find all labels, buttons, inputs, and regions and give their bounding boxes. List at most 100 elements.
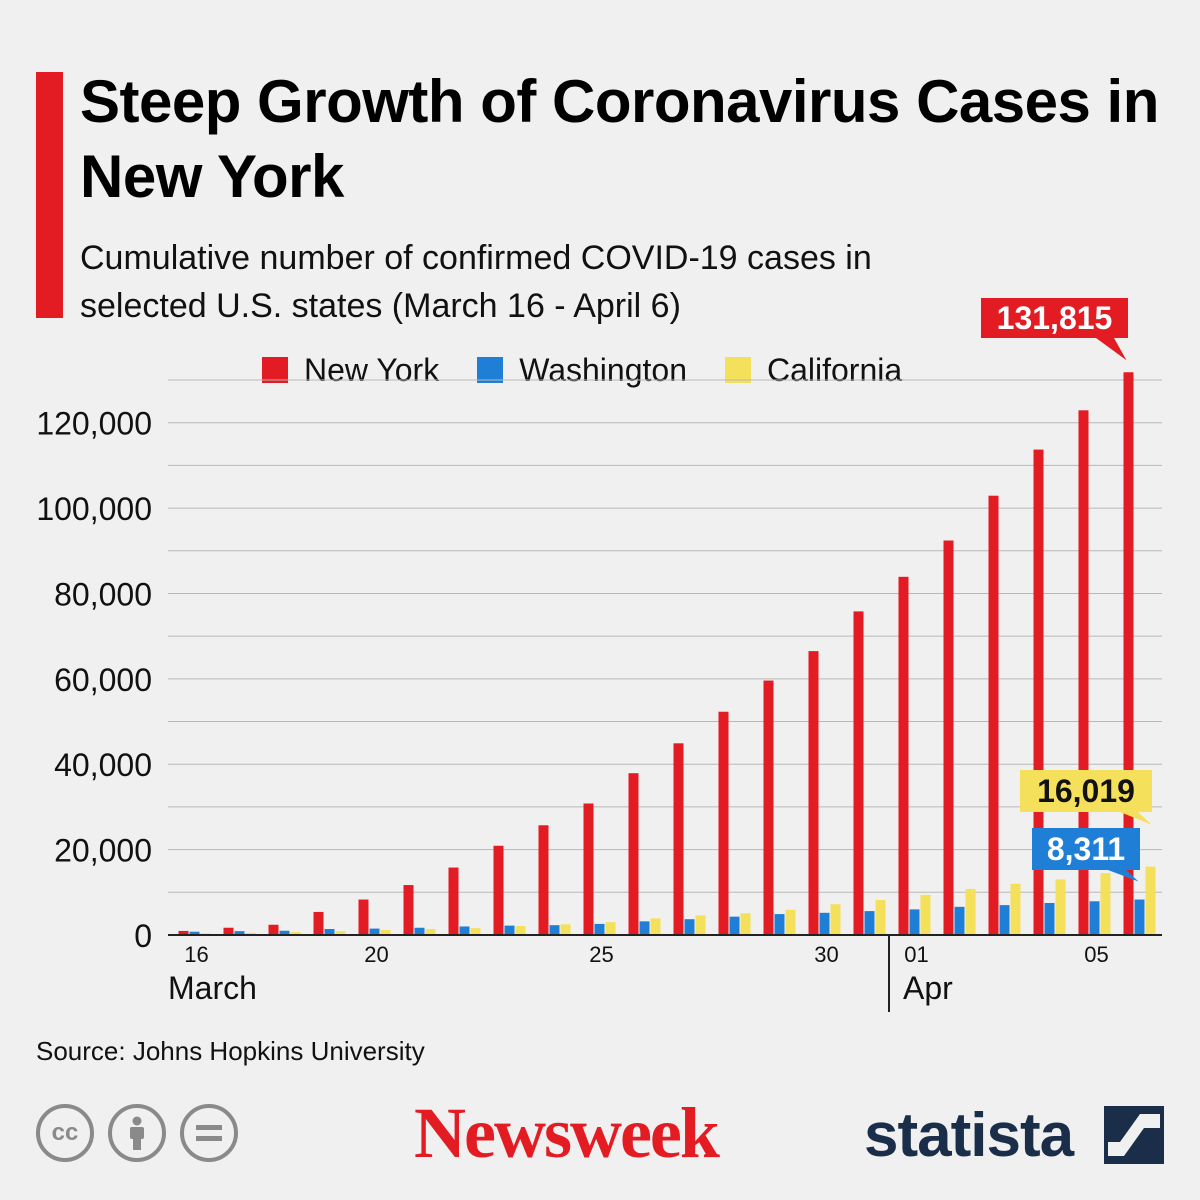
bar-washington <box>1089 901 1100 935</box>
x-tick-label: 01 <box>904 942 928 967</box>
bar-washington <box>954 906 965 935</box>
bar-california <box>380 929 391 935</box>
bar-california <box>245 932 256 935</box>
page-title: Steep Growth of Coronavirus Cases in New… <box>80 68 1159 210</box>
bar-california <box>335 931 346 935</box>
bar-new-york <box>268 924 279 935</box>
x-tick-label: 30 <box>814 942 838 967</box>
attribution-icon <box>108 1104 166 1162</box>
bar-new-york <box>403 885 414 935</box>
callout-washington <box>1032 828 1140 882</box>
bar-washington <box>369 928 380 935</box>
callout-new-york <box>981 298 1128 361</box>
bar-california <box>1055 879 1066 935</box>
bar-california <box>1145 866 1156 935</box>
bar-california <box>290 932 301 935</box>
bar-washington <box>594 923 605 935</box>
bar-california <box>830 904 841 935</box>
bar-california <box>965 888 976 935</box>
no-derivatives-icon <box>180 1104 238 1162</box>
legend-swatch-new-york <box>262 357 288 383</box>
bar-new-york <box>493 845 504 935</box>
bar-washington <box>729 916 740 935</box>
callout-label-new-york: 131,815 <box>997 300 1113 336</box>
bar-washington <box>189 931 200 935</box>
bar-washington <box>549 925 560 935</box>
bar-new-york <box>313 911 324 935</box>
bar-new-york <box>988 495 999 935</box>
y-tick-label: 100,000 <box>36 491 152 527</box>
legend-item-california: California <box>724 351 903 389</box>
newsweek-logo: Newsweek <box>414 1093 720 1173</box>
y-tick-label: 40,000 <box>54 747 152 783</box>
bar-washington <box>819 912 830 935</box>
bar-washington <box>1134 899 1145 935</box>
bar-washington <box>324 929 335 935</box>
chart-legend: New York Washington California <box>262 350 902 390</box>
bar-california <box>470 928 481 935</box>
legend-label-california: California <box>766 351 903 388</box>
bar-new-york <box>808 651 819 935</box>
callout-label-washington: 8,311 <box>1047 831 1125 867</box>
bar-new-york <box>628 773 639 935</box>
bar-new-york <box>538 825 549 935</box>
bar-washington <box>864 911 875 935</box>
legend-swatch-washington <box>477 357 504 383</box>
bar-new-york <box>898 576 909 935</box>
license-icons: cc <box>36 1104 238 1162</box>
bar-new-york <box>583 803 594 935</box>
statista-logo-icon <box>1104 1106 1164 1164</box>
bar-washington <box>234 931 245 935</box>
bar-washington <box>774 914 785 935</box>
bar-washington <box>414 927 425 935</box>
month-label: March <box>168 970 257 1006</box>
y-tick-label: 20,000 <box>54 833 152 869</box>
source-note: Source: Johns Hopkins University <box>36 1036 425 1066</box>
callout-label-california: 16,019 <box>1037 773 1135 809</box>
bar-washington <box>999 905 1010 935</box>
y-tick-label: 0 <box>134 918 152 954</box>
bar-washington <box>279 930 290 935</box>
bar-new-york <box>853 611 864 935</box>
bar-california <box>1100 873 1111 935</box>
bar-washington <box>459 926 470 935</box>
bar-washington <box>909 909 920 935</box>
bar-california <box>875 899 886 935</box>
bar-new-york <box>1078 410 1089 935</box>
bar-new-york <box>358 899 369 935</box>
bar-california <box>560 924 571 935</box>
bar-new-york <box>448 867 459 935</box>
bar-california <box>425 929 436 935</box>
bar-washington <box>639 921 650 935</box>
title-accent-bar <box>36 72 63 318</box>
bar-california <box>785 909 796 935</box>
bar-california <box>695 915 706 935</box>
bar-chart: 0 20,000 40,000 60,000 80,000 100,000 120,000 1… <box>36 298 1162 1012</box>
legend-swatch-california <box>724 357 751 383</box>
legend-item-washington: Washington <box>477 352 687 389</box>
cc-icon: cc <box>36 1104 94 1162</box>
x-tick-label: 05 <box>1084 942 1108 967</box>
bar-california <box>1010 883 1021 935</box>
bar-california <box>605 922 616 935</box>
legend-item-new-york: New York <box>262 352 439 389</box>
x-tick-label: 25 <box>589 942 613 967</box>
y-tick-label: 80,000 <box>54 576 152 612</box>
bar-new-york <box>1123 372 1134 935</box>
bar-california <box>920 894 931 935</box>
month-label: Apr <box>903 970 953 1006</box>
bar-washington <box>684 919 695 935</box>
legend-label-washington: Washington <box>519 351 687 388</box>
y-tick-label: 60,000 <box>54 662 152 698</box>
bar-california <box>740 913 751 935</box>
bar-new-york <box>1033 449 1044 935</box>
page-subtitle: Cumulative number of confirmed COVID-19 … <box>80 239 872 325</box>
bar-washington <box>504 925 515 935</box>
bar-new-york <box>718 711 729 935</box>
bar-washington <box>1044 902 1055 935</box>
x-tick-label: 16 <box>184 942 208 967</box>
statista-wordmark: statista <box>864 1101 1074 1170</box>
bar-california <box>650 918 661 935</box>
bar-new-york <box>763 680 774 935</box>
y-tick-label: 120,000 <box>36 406 152 442</box>
